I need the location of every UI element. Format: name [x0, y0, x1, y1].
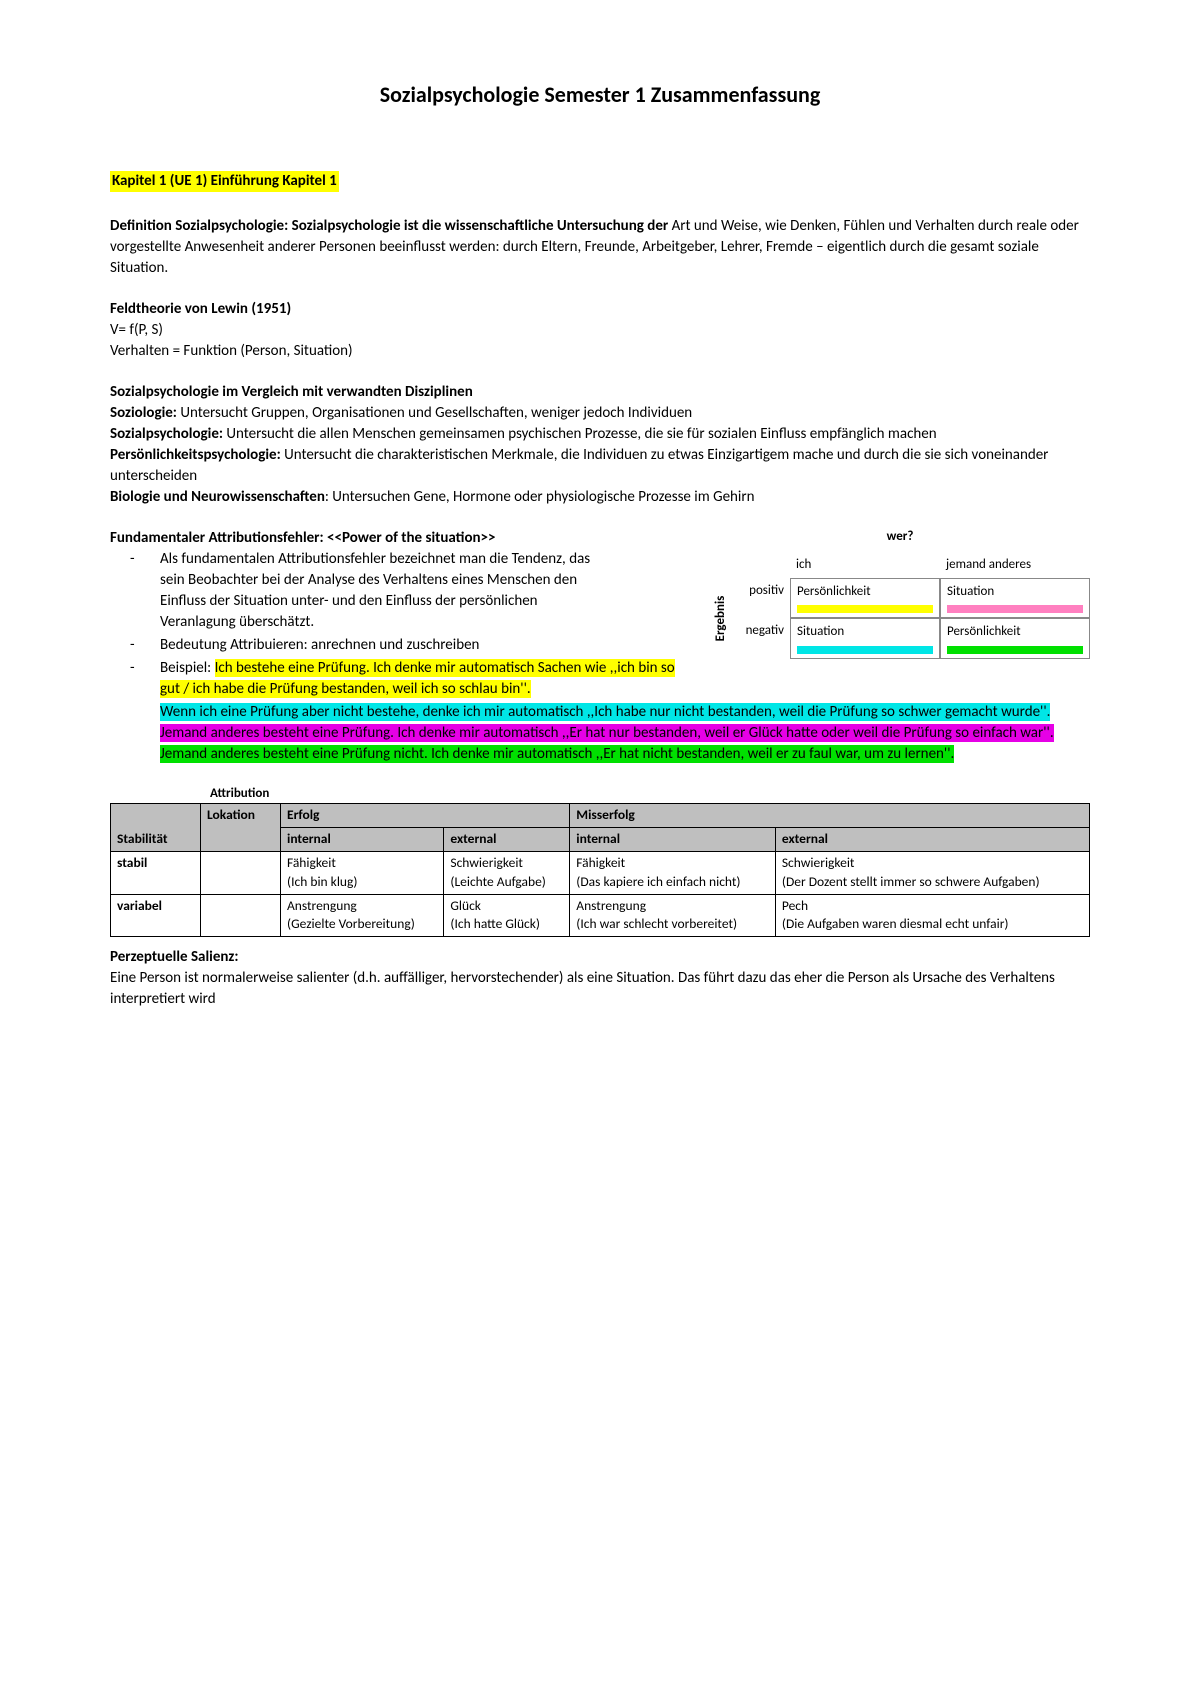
lewin-block: Feldtheorie von Lewin (1951) V= f(P, S) … [110, 299, 1090, 362]
chapter-heading: Kapitel 1 (UE 1) Einführung Kapitel 1 [110, 171, 339, 192]
attr-cell: Schwierigkeit(Leichte Aufgabe) [444, 851, 570, 894]
fae-example-magenta-wrap: Jemand anderes besteht eine Prüfung. Ich… [160, 723, 1090, 744]
fae-example-lead: Beispiel: [160, 659, 215, 677]
attr-head-lokation: Lokation [201, 803, 281, 851]
table-row: stabil Fähigkeit(Ich bin klug) Schwierig… [111, 851, 1090, 894]
mini-row-positiv: positiv [732, 578, 790, 618]
mini-col-ich: ich [790, 552, 940, 578]
compare-heading: Sozialpsychologie im Vergleich mit verwa… [110, 382, 1090, 403]
fae-example-yellow: Ich bestehe eine Prüfung. Ich denke mir … [160, 659, 675, 698]
lewin-explanation: Verhalten = Funktion (Person, Situation) [110, 341, 1090, 362]
mini-cell-label: Persönlichkeit [797, 584, 871, 599]
attr-head-external: external [444, 827, 570, 851]
compare-block: Sozialpsychologie im Vergleich mit verwa… [110, 382, 1090, 508]
fae-example-cyan: Wenn ich eine Prüfung aber nicht bestehe… [160, 703, 1050, 721]
compare-item: Biologie und Neurowissenschaften: Unters… [110, 487, 1090, 508]
mini-col-anderes: jemand anderes [940, 552, 1090, 578]
compare-item: Soziologie: Untersucht Gruppen, Organisa… [110, 403, 1090, 424]
mini-cell-positiv-ich: Persönlichkeit [790, 578, 940, 618]
mini-cell-label: Situation [947, 584, 994, 599]
fae-bullet: Bedeutung Attribuieren: anrechnen und zu… [160, 635, 1090, 656]
table-row: variabel Anstrengung(Gezielte Vorbereitu… [111, 894, 1090, 937]
compare-label: Sozialpsychologie: [110, 425, 223, 443]
attr-cell: Anstrengung(Ich war schlecht vorbereitet… [570, 894, 776, 937]
attr-cell: Anstrengung(Gezielte Vorbereitung) [281, 894, 444, 937]
attr-head-internal: internal [570, 827, 776, 851]
fae-example: Beispiel: Ich bestehe eine Prüfung. Ich … [160, 658, 1090, 700]
fae-example-cyan-wrap: Wenn ich eine Prüfung aber nicht bestehe… [160, 702, 1090, 723]
fae-example-green-wrap: Jemand anderes besteht eine Prüfung nich… [160, 744, 1090, 765]
compare-label: Persönlichkeitspsychologie: [110, 446, 281, 464]
compare-label: Biologie und Neurowissenschaften [110, 488, 325, 506]
attr-cell: Pech(Die Aufgaben waren diesmal echt unf… [775, 894, 1089, 937]
attr-row-label: stabil [111, 851, 201, 894]
fae-example-magenta: Jemand anderes besteht eine Prüfung. Ich… [160, 724, 1054, 742]
definition-paragraph: Definition Sozialpsychologie: Sozialpsyc… [110, 216, 1090, 279]
mini-title: wer? [710, 528, 1090, 546]
fae-bullet: Als fundamentalen Attributionsfehler bez… [160, 549, 600, 633]
compare-item: Sozialpsychologie: Untersucht die allen … [110, 424, 1090, 445]
definition-lead: Definition Sozialpsychologie: Sozialpsyc… [110, 217, 672, 235]
compare-label: Soziologie: [110, 404, 177, 422]
compare-text: : Untersuchen Gene, Hormone oder physiol… [325, 488, 755, 506]
salienz-block: Perzeptuelle Salienz: Eine Person ist no… [110, 947, 1090, 1010]
salienz-heading: Perzeptuelle Salienz: [110, 947, 1090, 968]
attr-head-external: external [775, 827, 1089, 851]
attr-row-label: variabel [111, 894, 201, 937]
attr-head-stabilitaet: Stabilität [111, 803, 201, 851]
mini-cell-positiv-anderes: Situation [940, 578, 1090, 618]
attr-head-erfolg: Erfolg [281, 803, 570, 827]
attr-cell: Fähigkeit(Das kapiere ich einfach nicht) [570, 851, 776, 894]
attr-table-caption: Attribution [210, 785, 1090, 803]
attr-head-misserfolg: Misserfolg [570, 803, 1090, 827]
attr-cell: Glück(Ich hatte Glück) [444, 894, 570, 937]
attribution-table: Stabilität Lokation Erfolg Misserfolg in… [110, 803, 1090, 937]
lewin-heading: Feldtheorie von Lewin (1951) [110, 299, 1090, 320]
compare-text: Untersucht die allen Menschen gemeinsame… [223, 425, 937, 443]
attr-cell: Schwierigkeit(Der Dozent stellt immer so… [775, 851, 1089, 894]
fae-example-green: Jemand anderes besteht eine Prüfung nich… [160, 745, 954, 763]
page-title: Sozialpsychologie Semester 1 Zusammenfas… [110, 80, 1090, 111]
compare-item: Persönlichkeitspsychologie: Untersucht d… [110, 445, 1090, 487]
attr-cell: Fähigkeit(Ich bin klug) [281, 851, 444, 894]
compare-text: Untersucht Gruppen, Organisationen und G… [177, 404, 692, 422]
attr-head-internal: internal [281, 827, 444, 851]
salienz-text: Eine Person ist normalerweise salienter … [110, 968, 1090, 1010]
lewin-formula: V= f(P, S) [110, 320, 1090, 341]
